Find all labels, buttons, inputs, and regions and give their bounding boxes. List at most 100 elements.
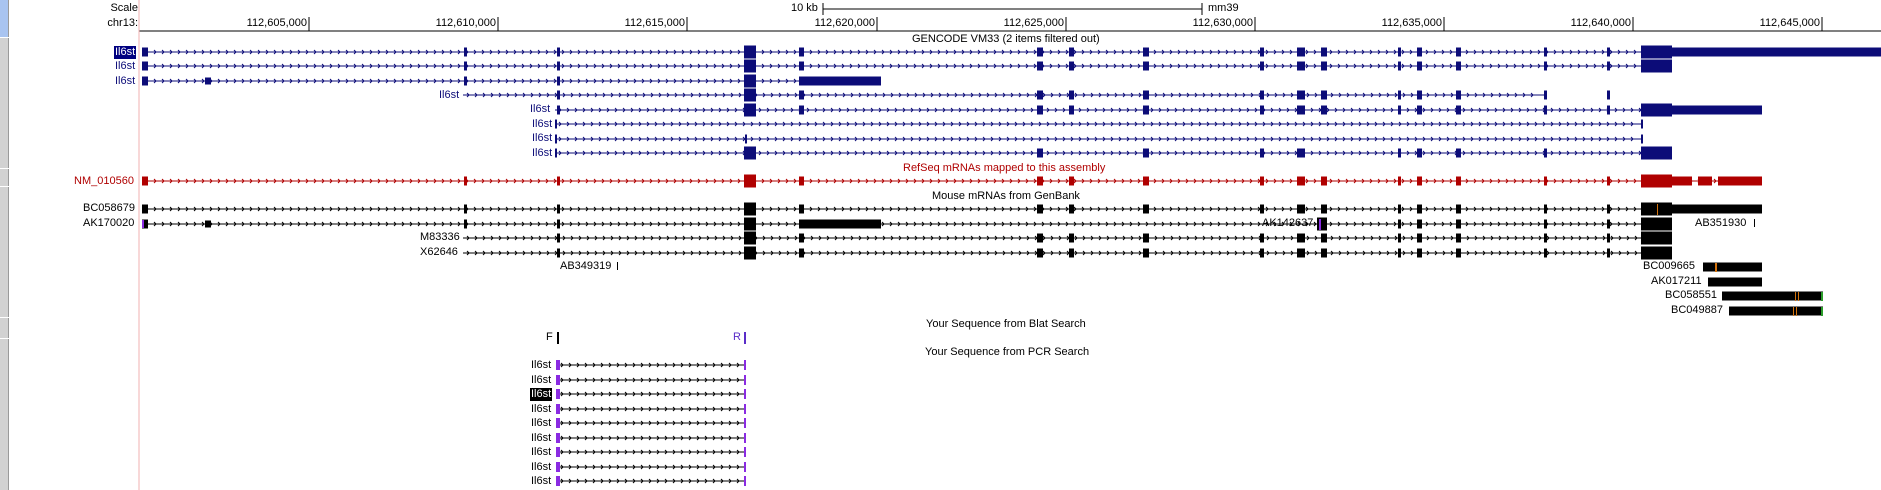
pcr-label-6[interactable]: Il6st — [531, 432, 552, 444]
intron-arrow — [425, 221, 429, 227]
gencode-label-4[interactable]: Il6st — [439, 89, 460, 101]
intron-arrow — [1014, 150, 1018, 156]
mrna-label-ak170020[interactable]: AK170020 — [83, 217, 135, 229]
intron-arrow — [1262, 136, 1266, 142]
mrna-label-ab351930[interactable]: AB351930 — [1695, 217, 1747, 229]
intron-arrow — [433, 78, 437, 84]
intron-arrow — [930, 92, 934, 98]
sidebar-button-ruler[interactable] — [0, 0, 9, 37]
sidebar-button-blat[interactable] — [0, 318, 9, 338]
intron-arrow — [1598, 150, 1602, 156]
pcr-label-5[interactable]: Il6st — [531, 417, 552, 429]
sidebar-button-refseq[interactable] — [0, 169, 9, 186]
ruler-tick-label: 112,635,000 — [1381, 17, 1442, 29]
pcr-label-8[interactable]: Il6st — [531, 461, 552, 473]
mrna-label-bc049887[interactable]: BC049887 — [1671, 304, 1723, 316]
intron-arrow — [1185, 63, 1189, 69]
intron-arrow — [1242, 250, 1246, 256]
intron-arrow — [1222, 150, 1226, 156]
pcr-label-9[interactable]: Il6st — [531, 475, 552, 487]
mrna-track-title[interactable]: Mouse mRNAs from GenBank — [932, 190, 1080, 202]
mrna-label-bc058551[interactable]: BC058551 — [1665, 289, 1717, 301]
sidebar-button-pcr[interactable] — [0, 339, 9, 490]
pcr-label-4[interactable]: Il6st — [531, 403, 552, 415]
intron-arrow — [696, 391, 700, 397]
pcr-label-1[interactable]: Il6st — [531, 359, 552, 371]
intron-arrow — [417, 178, 421, 184]
intron-arrow — [1498, 250, 1502, 256]
intron-arrow — [902, 136, 906, 142]
intron-arrow — [441, 63, 445, 69]
intron-arrow — [720, 377, 724, 383]
intron-arrow — [273, 221, 277, 227]
intron-arrow — [833, 206, 837, 212]
intron-arrow — [1510, 136, 1514, 142]
blat-track-title[interactable]: Your Sequence from Blat Search — [926, 318, 1086, 330]
mrna-label-ak017211[interactable]: AK017211 — [1651, 275, 1702, 287]
intron-arrow — [1281, 221, 1285, 227]
intron-arrow — [1390, 150, 1394, 156]
pcr-track-title[interactable]: Your Sequence from PCR Search — [925, 346, 1090, 358]
pcr-label-2[interactable]: Il6st — [531, 374, 552, 386]
intron-arrow — [993, 63, 997, 69]
intron-arrow — [1138, 235, 1142, 241]
refseq-label[interactable]: NM_010560 — [74, 175, 134, 187]
gene-exon — [1641, 45, 1672, 59]
pcr-label-3[interactable]: Il6st — [530, 388, 553, 401]
intron-arrow — [785, 63, 789, 69]
gencode-label-6[interactable]: Il6st — [532, 118, 553, 130]
mrna-label-bc009665[interactable]: BC009665 — [1643, 260, 1695, 272]
mrna-label-bc058679[interactable]: BC058679 — [83, 202, 135, 214]
mrna-label-ak142637[interactable]: AK142637 — [1262, 217, 1314, 229]
gencode-label-5[interactable]: Il6st — [530, 103, 551, 115]
intron-arrow — [1561, 178, 1565, 184]
intron-arrow — [553, 221, 557, 227]
intron-arrow — [681, 63, 685, 69]
intron-arrow — [1446, 121, 1450, 127]
gencode-label-8[interactable]: Il6st — [532, 147, 553, 159]
intron-arrow — [1590, 150, 1594, 156]
mrna-label-m83336[interactable]: M83336 — [420, 231, 460, 243]
intron-arrow — [1289, 221, 1293, 227]
sidebar-button-gencode[interactable] — [0, 38, 9, 168]
intron-arrow — [718, 150, 722, 156]
intron-arrow — [734, 150, 738, 156]
intron-arrow — [945, 178, 949, 184]
mrna-label-x62646[interactable]: X62646 — [420, 246, 458, 258]
gencode-label-7[interactable]: Il6st — [532, 132, 553, 144]
intron-arrow — [1118, 107, 1122, 113]
intron-arrow — [506, 92, 510, 98]
intron-arrow — [177, 221, 181, 227]
intron-arrow — [161, 206, 165, 212]
intron-arrow — [857, 63, 861, 69]
gene-exon — [1037, 248, 1043, 258]
intron-arrow — [1185, 221, 1189, 227]
gencode-track-title[interactable]: GENCODE VM33 (2 items filtered out) — [912, 33, 1100, 45]
pcr-exon-right — [744, 433, 746, 443]
intron-arrow — [1465, 221, 1469, 227]
intron-arrow — [738, 235, 742, 241]
intron-arrow — [1370, 250, 1374, 256]
intron-arrow — [345, 78, 349, 84]
pcr-label-7[interactable]: Il6st — [531, 446, 552, 458]
intron-arrow — [762, 250, 766, 256]
refseq-track-title[interactable]: RefSeq mRNAs mapped to this assembly — [903, 162, 1106, 174]
gencode-label-2[interactable]: Il6st — [115, 60, 136, 72]
gencode-label-1[interactable]: Il6st — [114, 46, 137, 59]
gencode-label-3[interactable]: Il6st — [115, 75, 136, 87]
intron-arrow — [688, 449, 692, 455]
intron-arrow — [1505, 221, 1509, 227]
intron-arrow — [889, 206, 893, 212]
intron-arrow — [714, 250, 718, 256]
intron-arrow — [608, 464, 612, 470]
mrna-label-ab349319[interactable]: AB349319 — [560, 260, 612, 272]
sidebar-button-mrna[interactable] — [0, 187, 9, 317]
intron-arrow — [1126, 150, 1130, 156]
intron-arrow — [648, 391, 652, 397]
intron-arrow — [265, 206, 269, 212]
intron-arrow — [1598, 136, 1602, 142]
intron-arrow — [1161, 221, 1165, 227]
intron-arrow — [1561, 206, 1565, 212]
